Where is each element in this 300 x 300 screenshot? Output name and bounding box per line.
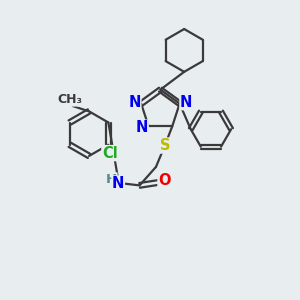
Text: N: N	[136, 120, 148, 135]
Text: CH₃: CH₃	[57, 93, 82, 106]
Text: N: N	[128, 94, 141, 110]
Text: S: S	[160, 138, 170, 153]
Text: N: N	[112, 176, 124, 191]
Text: O: O	[158, 173, 170, 188]
Text: N: N	[180, 94, 192, 110]
Text: H: H	[106, 173, 117, 186]
Text: Cl: Cl	[102, 146, 118, 160]
